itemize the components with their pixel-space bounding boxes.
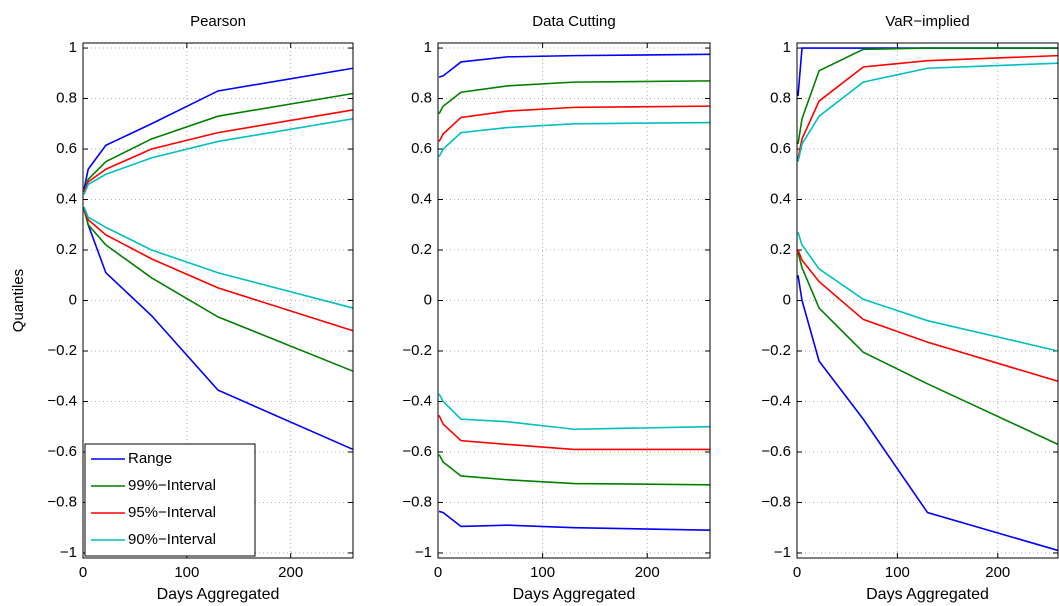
y-tick-label: −1 bbox=[774, 544, 791, 561]
y-tick-label: 0.6 bbox=[770, 140, 791, 157]
series-line bbox=[83, 92, 354, 193]
axes-frame bbox=[437, 42, 711, 559]
series-line bbox=[797, 62, 1059, 162]
y-tick-label: −0.6 bbox=[761, 443, 791, 460]
series-line bbox=[797, 275, 1059, 552]
y-tick-label: 0.6 bbox=[411, 140, 432, 157]
y-tick-label: 0.8 bbox=[56, 90, 77, 107]
y-tick-label: 0 bbox=[69, 291, 77, 308]
y-tick-label: 0.6 bbox=[56, 140, 77, 157]
series-line bbox=[438, 80, 711, 115]
series-line bbox=[438, 415, 710, 451]
axes-frame bbox=[796, 42, 1059, 559]
legend-box bbox=[84, 443, 256, 557]
series-line bbox=[83, 209, 354, 332]
y-tick-label: −0.4 bbox=[47, 392, 77, 409]
series-line bbox=[438, 454, 711, 486]
x-tick-label: 0 bbox=[793, 564, 801, 581]
series-line bbox=[797, 47, 1058, 97]
y-tick-label: −1 bbox=[60, 544, 77, 561]
y-tick-label: −0.8 bbox=[402, 493, 432, 510]
series-line bbox=[797, 249, 1059, 383]
series-line bbox=[83, 117, 354, 195]
y-tick-label: 0.2 bbox=[770, 241, 791, 258]
x-axis-label: Days Aggregated bbox=[866, 586, 989, 603]
y-tick-label: −0.8 bbox=[47, 493, 77, 510]
y-tick-label: 0 bbox=[783, 291, 791, 308]
y-tick-label: −0.4 bbox=[402, 392, 432, 409]
series-line bbox=[83, 209, 354, 372]
series-line bbox=[83, 109, 354, 193]
y-tick-label: 1 bbox=[69, 39, 77, 56]
chart-title: Data Cutting bbox=[532, 13, 615, 30]
y-tick-label: −0.6 bbox=[402, 443, 432, 460]
y-tick-label: 0.4 bbox=[770, 190, 791, 207]
chart-title: Pearson bbox=[190, 13, 246, 30]
x-tick-label: 200 bbox=[635, 564, 660, 581]
legend-label: Range bbox=[128, 450, 172, 467]
series-line bbox=[438, 510, 711, 532]
x-tick-label: 200 bbox=[278, 564, 303, 581]
y-tick-label: −0.2 bbox=[47, 342, 77, 359]
y-tick-label: 0 bbox=[424, 291, 432, 308]
y-tick-label: 0.8 bbox=[411, 90, 432, 107]
legend-label: 99%−Interval bbox=[128, 477, 216, 494]
x-tick-label: 200 bbox=[985, 564, 1010, 581]
series-line bbox=[83, 206, 354, 309]
y-tick-label: 0.8 bbox=[770, 90, 791, 107]
y-tick-label: −0.2 bbox=[761, 342, 791, 359]
x-tick-label: 100 bbox=[174, 564, 199, 581]
y-tick-label: 0.4 bbox=[411, 190, 432, 207]
x-tick-label: 100 bbox=[885, 564, 910, 581]
y-tick-label: −0.2 bbox=[402, 342, 432, 359]
y-tick-label: 1 bbox=[783, 39, 791, 56]
y-tick-label: −0.4 bbox=[761, 392, 791, 409]
x-tick-label: 0 bbox=[79, 564, 87, 581]
series-line bbox=[797, 232, 1059, 352]
y-tick-label: 1 bbox=[424, 39, 432, 56]
series-line bbox=[438, 121, 711, 157]
legend-label: 95%−Interval bbox=[128, 504, 216, 521]
series-line bbox=[797, 47, 1058, 145]
series-line bbox=[797, 252, 1059, 446]
y-tick-label: 0.4 bbox=[56, 190, 77, 207]
y-tick-label: −0.8 bbox=[761, 493, 791, 510]
x-axis-label: Days Aggregated bbox=[157, 586, 280, 603]
series-line bbox=[83, 67, 354, 190]
y-tick-label: −0.6 bbox=[47, 443, 77, 460]
series-line bbox=[438, 393, 711, 431]
series-line bbox=[438, 53, 711, 78]
x-tick-label: 100 bbox=[530, 564, 555, 581]
x-axis-label: Days Aggregated bbox=[513, 586, 636, 603]
y-tick-label: −1 bbox=[415, 544, 432, 561]
legend-label: 90%−Interval bbox=[128, 531, 216, 548]
chart-title: VaR−implied bbox=[885, 13, 969, 30]
y-tick-label: 0.2 bbox=[411, 241, 432, 258]
y-tick-label: 0.2 bbox=[56, 241, 77, 258]
axes-frame bbox=[82, 42, 354, 559]
y-axis-label: Quantiles bbox=[10, 269, 27, 332]
series-line bbox=[438, 105, 711, 142]
series-line bbox=[83, 206, 354, 451]
x-tick-label: 0 bbox=[434, 564, 442, 581]
series-line bbox=[797, 54, 1059, 160]
